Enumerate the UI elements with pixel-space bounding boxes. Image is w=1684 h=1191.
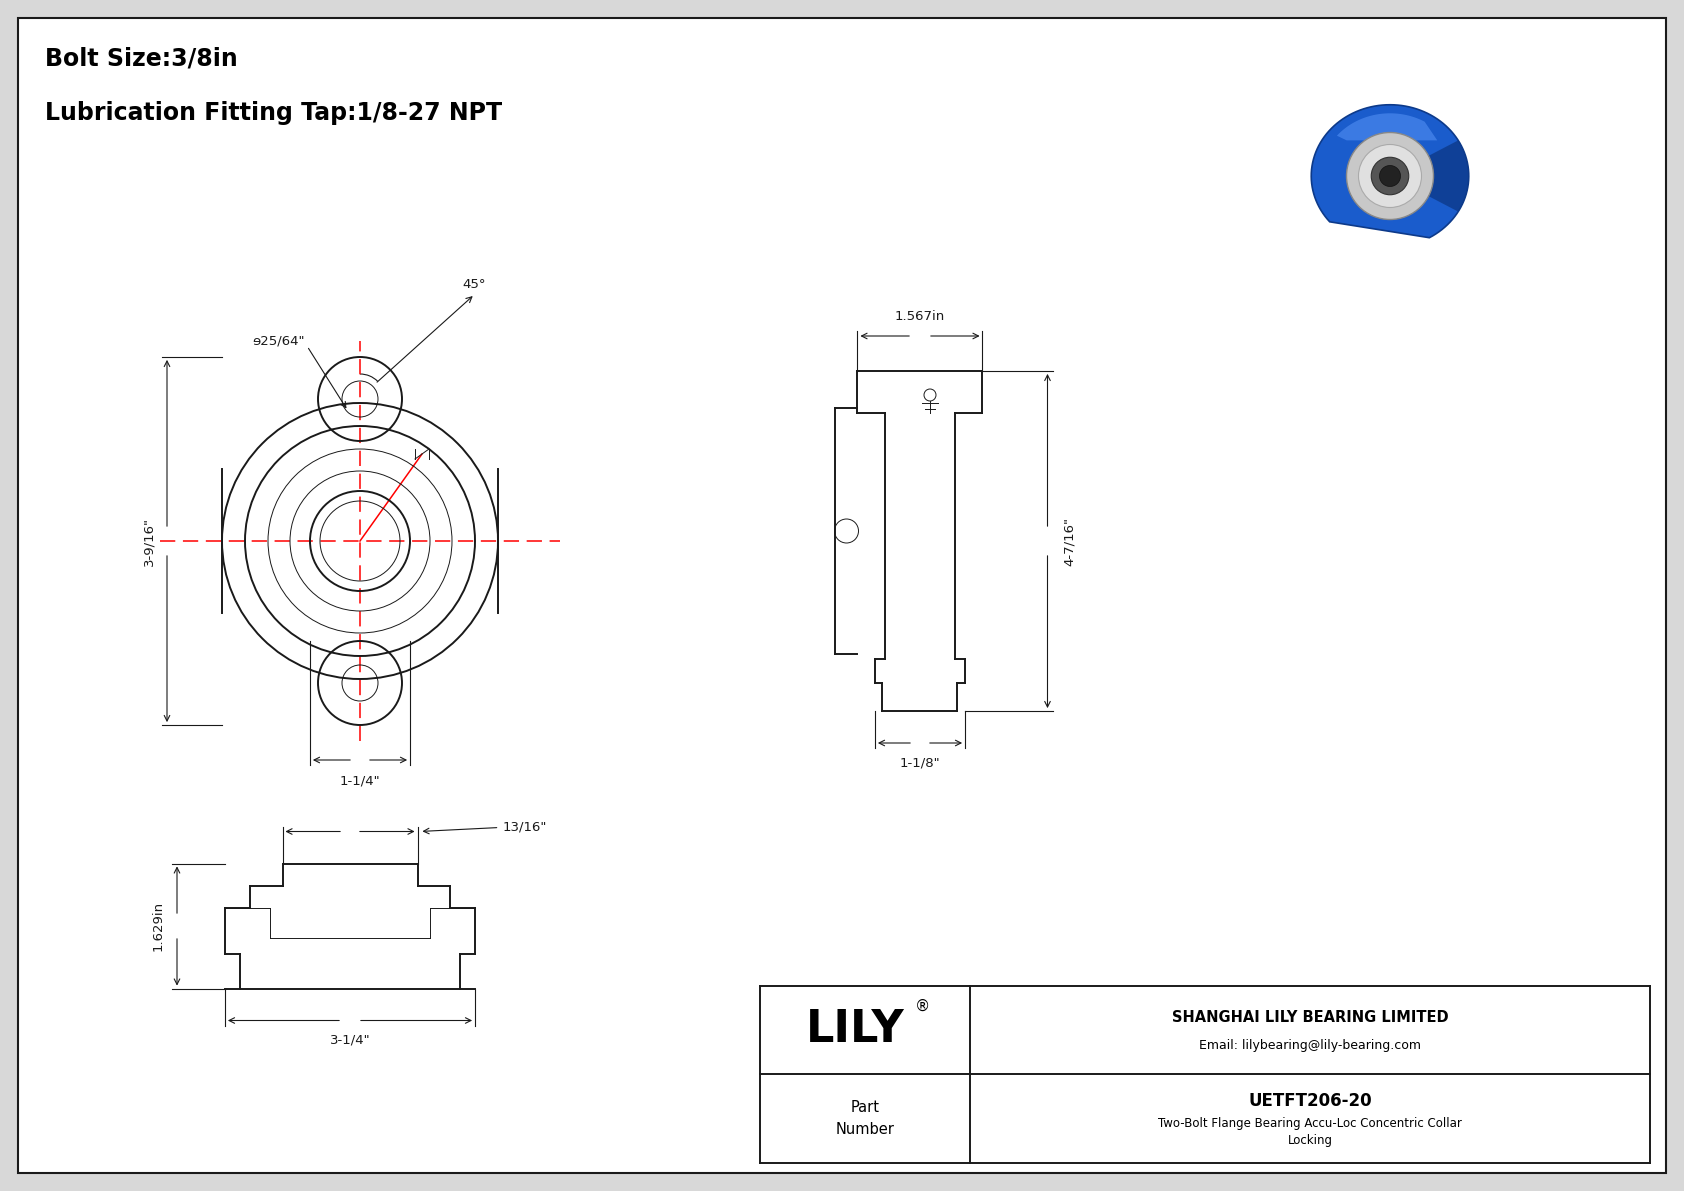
Text: Two-Bolt Flange Bearing Accu-Loc Concentric Collar: Two-Bolt Flange Bearing Accu-Loc Concent… [1159, 1117, 1462, 1130]
Text: 45°: 45° [461, 278, 485, 291]
Polygon shape [1337, 113, 1436, 141]
Polygon shape [1389, 141, 1468, 212]
Text: UETFT206-20: UETFT206-20 [1248, 1091, 1372, 1110]
Text: Bolt Size:3/8in: Bolt Size:3/8in [45, 46, 237, 70]
Text: 3-9/16": 3-9/16" [141, 517, 155, 566]
Text: 13/16": 13/16" [502, 821, 547, 834]
Text: LILY: LILY [805, 1009, 904, 1052]
Circle shape [1371, 157, 1410, 195]
Text: Email: lilybearing@lily-bearing.com: Email: lilybearing@lily-bearing.com [1199, 1040, 1421, 1053]
Text: Part
Number: Part Number [835, 1100, 894, 1136]
Text: 3-1/4": 3-1/4" [330, 1034, 370, 1047]
Text: 1-1/8": 1-1/8" [899, 756, 940, 769]
Text: 4-7/16": 4-7/16" [1063, 517, 1076, 566]
Circle shape [1379, 166, 1401, 187]
Text: 1.567in: 1.567in [894, 310, 945, 323]
Circle shape [1359, 144, 1421, 207]
Text: SHANGHAI LILY BEARING LIMITED: SHANGHAI LILY BEARING LIMITED [1172, 1010, 1448, 1025]
Text: ɘ25/64": ɘ25/64" [253, 335, 305, 348]
Text: Lubrication Fitting Tap:1/8-27 NPT: Lubrication Fitting Tap:1/8-27 NPT [45, 101, 502, 125]
Text: ®: ® [916, 998, 931, 1014]
Text: 1.629in: 1.629in [152, 900, 165, 952]
Text: Locking: Locking [1288, 1134, 1332, 1147]
Text: 1-1/4": 1-1/4" [340, 774, 381, 787]
Polygon shape [1312, 105, 1468, 238]
Circle shape [1347, 132, 1433, 219]
